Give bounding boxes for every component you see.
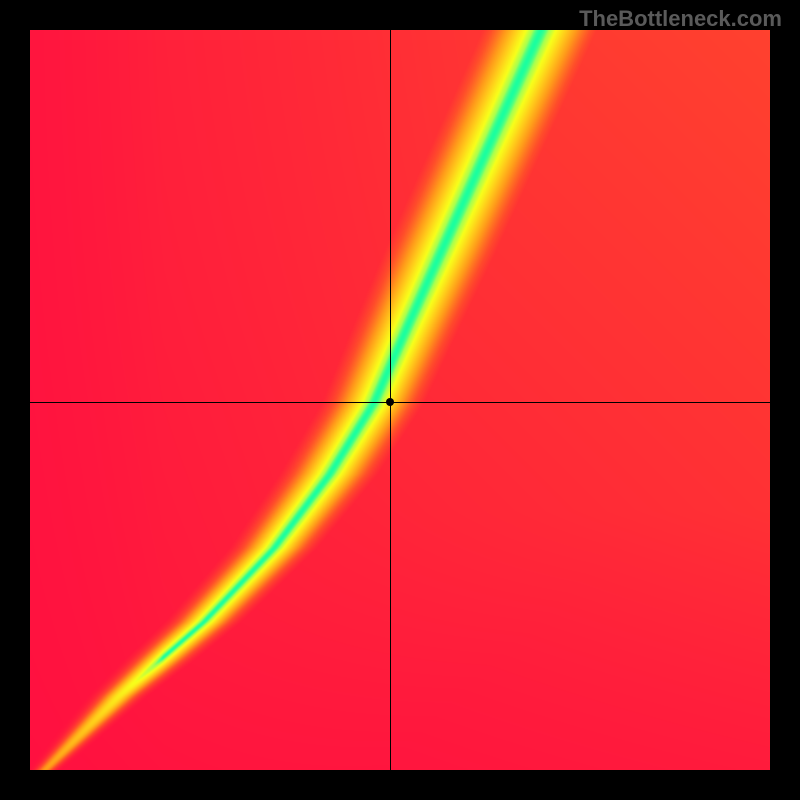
crosshair-horizontal [30, 402, 770, 403]
crosshair-marker [386, 398, 394, 406]
heatmap-canvas [30, 30, 770, 770]
plot-area [30, 30, 770, 770]
watermark-text: TheBottleneck.com [579, 6, 782, 32]
